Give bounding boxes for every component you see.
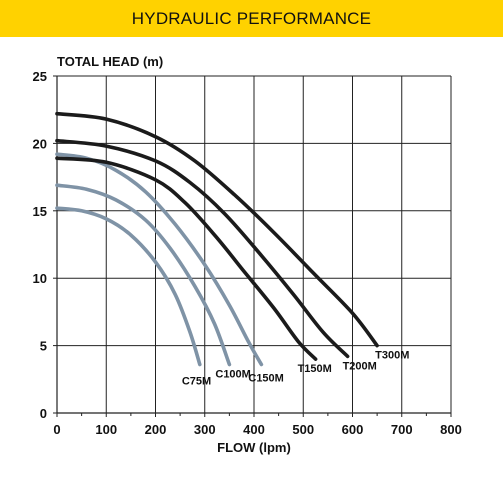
curve-label-c100m: C100M	[215, 368, 250, 380]
curve-label-c150m: C150M	[248, 372, 283, 384]
x-tick-label-200: 200	[145, 422, 167, 437]
y-axis-title: TOTAL HEAD (m)	[57, 54, 163, 69]
banner-title: HYDRAULIC PERFORMANCE	[131, 8, 372, 28]
curve-label-t150m: T150M	[298, 363, 332, 375]
curve-c150m	[55, 152, 264, 367]
curve-c75m	[55, 206, 202, 367]
grid	[57, 75, 452, 413]
y-tick-label-5: 5	[40, 339, 47, 354]
curve-t200m	[55, 138, 350, 359]
curve-t150m	[55, 156, 318, 361]
x-tick-label-500: 500	[292, 422, 314, 437]
curve-label-t200m: T200M	[343, 360, 377, 372]
tick-labels: 0 100 200 300 400 500 600 700 800 0 5 10 15 20 25	[33, 69, 462, 437]
y-tick-label-0: 0	[40, 406, 47, 421]
x-tick-label-400: 400	[243, 422, 265, 437]
curve-t300m	[55, 111, 379, 348]
axes	[53, 75, 452, 417]
x-tick-label-300: 300	[194, 422, 216, 437]
x-tick-label-0: 0	[53, 422, 60, 437]
curve-c100m	[55, 183, 232, 367]
y-tick-label-20: 20	[33, 136, 47, 151]
x-tick-label-100: 100	[95, 422, 117, 437]
curve-label-t300m: T300M	[375, 350, 409, 362]
x-tick-label-600: 600	[342, 422, 364, 437]
curve-label-c75m: C75M	[182, 375, 211, 387]
x-axis-title: FLOW (lpm)	[217, 440, 291, 455]
y-tick-label-10: 10	[33, 271, 47, 286]
y-tick-label-15: 15	[33, 204, 47, 219]
curves	[55, 111, 379, 367]
chart-banner: HYDRAULIC PERFORMANCE	[0, 0, 503, 37]
x-tick-label-700: 700	[391, 422, 413, 437]
x-tick-label-800: 800	[440, 422, 462, 437]
y-tick-label-25: 25	[33, 69, 47, 84]
